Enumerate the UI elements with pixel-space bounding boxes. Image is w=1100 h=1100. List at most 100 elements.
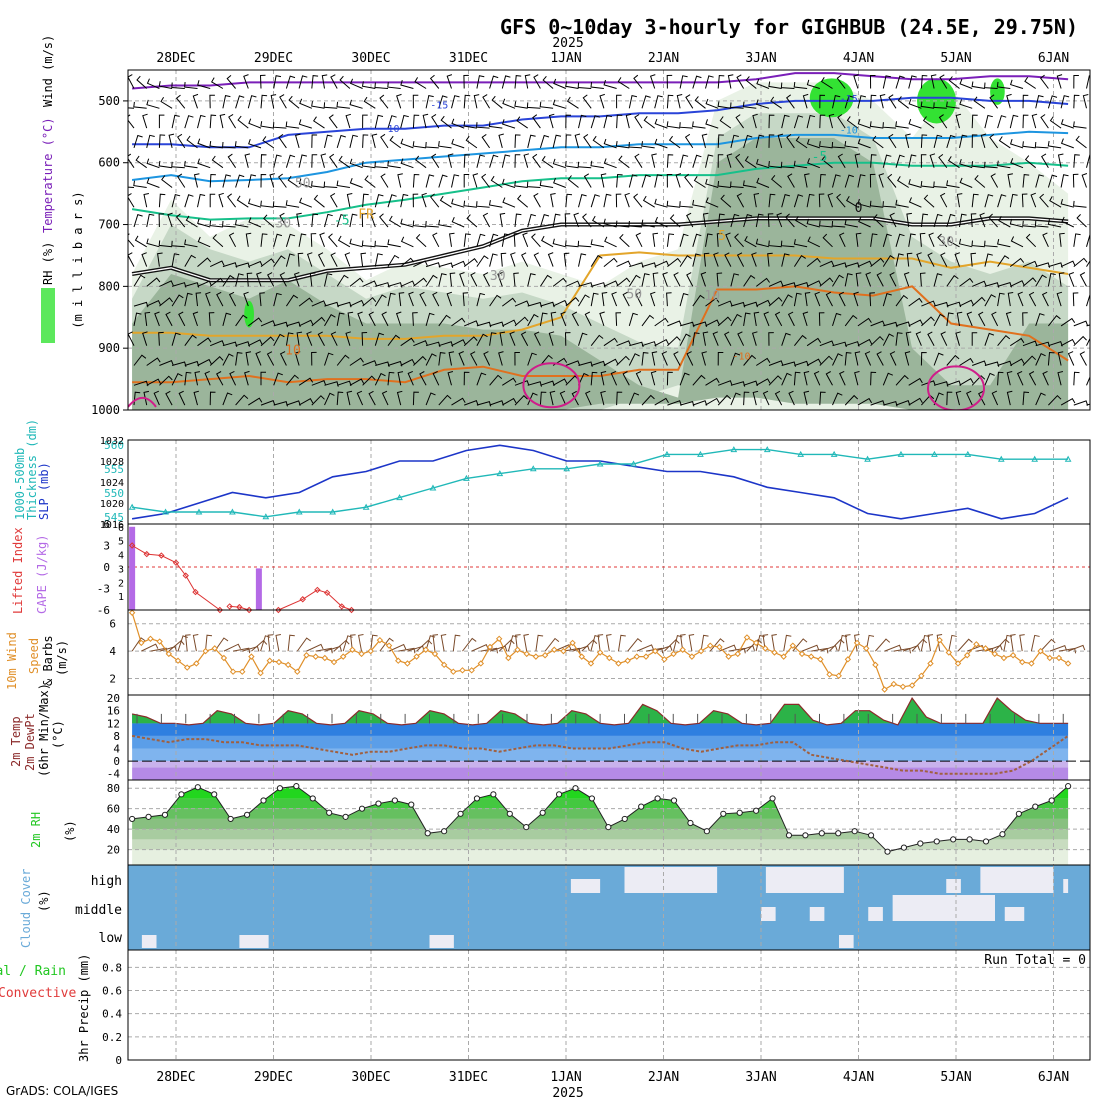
- wind-barb: [959, 277, 974, 287]
- wind-barb: [514, 394, 528, 406]
- wind-barb: [582, 94, 592, 109]
- wind-barb: [133, 101, 147, 109]
- wind-barb: [310, 233, 317, 247]
- wind-barb: [882, 292, 892, 307]
- wind-barb: [400, 218, 414, 228]
- wind-barb: [692, 332, 700, 346]
- wind-barb: [971, 114, 978, 129]
- lifted-index-marker: [143, 550, 150, 558]
- wind-speed-marker: [651, 647, 659, 655]
- wind-barb: [317, 252, 325, 267]
- thickness-marker: [763, 446, 771, 453]
- wind-barb: [1030, 192, 1037, 208]
- wind-barb: [705, 197, 719, 208]
- thickness-line: [132, 448, 1069, 518]
- wind-barb: [895, 199, 909, 208]
- slp-tick-label: 1016: [100, 520, 124, 531]
- rh2m-band: [132, 818, 1069, 830]
- wind-barb: [641, 352, 649, 366]
- wind-barb: [476, 122, 490, 129]
- wind-barb: [463, 200, 477, 208]
- wind-barb: [590, 115, 600, 129]
- wind-barb: [212, 234, 224, 248]
- rh2m-line: [132, 785, 1069, 853]
- wind-barb: [984, 253, 993, 267]
- wind-barb: [870, 371, 877, 386]
- wind-barb: [755, 238, 770, 248]
- wind-barb: [1073, 94, 1080, 109]
- wind-barb: [666, 200, 681, 208]
- wind-barb: [1075, 135, 1087, 149]
- wind-barb: [666, 174, 673, 188]
- rh2m-tick-label: 60: [107, 803, 120, 816]
- surface-wind-barb: [233, 647, 251, 654]
- cloud-clear-segment: [141, 935, 157, 948]
- wind-speed-marker: [193, 660, 200, 667]
- wind-speed-marker: [853, 639, 861, 647]
- wind-barb: [933, 213, 943, 228]
- wind-barb: [971, 375, 986, 386]
- surface-wind-barb: [792, 638, 808, 652]
- wind-barb: [895, 75, 905, 89]
- rh2m-marker: [506, 810, 513, 817]
- wind-barb: [954, 252, 960, 267]
- isotherm-label: 0: [855, 201, 863, 216]
- wind-barb: [616, 340, 631, 347]
- wind-barb: [1009, 114, 1019, 129]
- wind-barb: [616, 277, 631, 287]
- wind-barb: [933, 273, 943, 287]
- temp-tick-label: 4: [113, 743, 120, 756]
- wind-barb: [476, 372, 487, 386]
- wind-barb: [222, 353, 234, 366]
- wind-barb: [916, 252, 922, 267]
- wind-barb: [1007, 292, 1014, 307]
- wind-barb: [356, 390, 364, 406]
- wind-barb: [374, 240, 389, 248]
- wind-barb: [514, 213, 522, 228]
- wind-barb: [752, 390, 759, 406]
- wind-speed-marker: [229, 668, 237, 675]
- surface-wind-barb: [205, 634, 213, 652]
- surface-wind-barb: [388, 643, 407, 652]
- wind-barb: [146, 213, 155, 228]
- wind-barb: [571, 390, 579, 406]
- wind-barb: [412, 94, 419, 109]
- wind-barb: [705, 98, 719, 109]
- wind-barb: [1072, 292, 1079, 307]
- wind-barb: [895, 253, 904, 267]
- wind-barb: [768, 134, 775, 148]
- wind-barb: [412, 141, 427, 149]
- wind-barb: [1073, 335, 1087, 347]
- wind-barb: [388, 215, 401, 228]
- wind-barb: [705, 233, 713, 247]
- wind-barb: [793, 292, 802, 307]
- wind-barb: [527, 134, 536, 149]
- thickness-marker: [964, 450, 972, 457]
- slp-tick-label: 1028: [100, 457, 124, 468]
- wind-barb: [374, 294, 387, 307]
- wind-barb: [1059, 232, 1065, 247]
- wind-barb: [323, 102, 338, 109]
- wind-barb: [717, 213, 725, 228]
- bottom-day-label: 30DEC: [351, 1070, 390, 1085]
- wind-barb: [463, 74, 469, 89]
- wind-barb: [948, 76, 960, 89]
- isotherm--10: [131, 130, 1069, 183]
- thickness-marker: [195, 508, 203, 515]
- wind-barb: [540, 354, 553, 366]
- thickness-marker: [864, 455, 871, 462]
- wind-barb: [768, 375, 782, 386]
- lifted-tick-label: 6: [103, 518, 110, 531]
- wind-barb: [489, 400, 504, 406]
- wind-barb: [903, 272, 910, 287]
- wind-barb: [601, 292, 608, 307]
- wind-barb: [421, 192, 427, 208]
- wind-barb: [553, 177, 566, 188]
- wind-barb: [989, 134, 999, 149]
- wind-barb: [584, 311, 592, 327]
- wind-barb: [966, 390, 973, 406]
- wind-barb: [565, 360, 581, 366]
- wind-barb: [128, 153, 135, 168]
- wind-barb: [1009, 79, 1024, 89]
- wind-barb: [514, 154, 521, 168]
